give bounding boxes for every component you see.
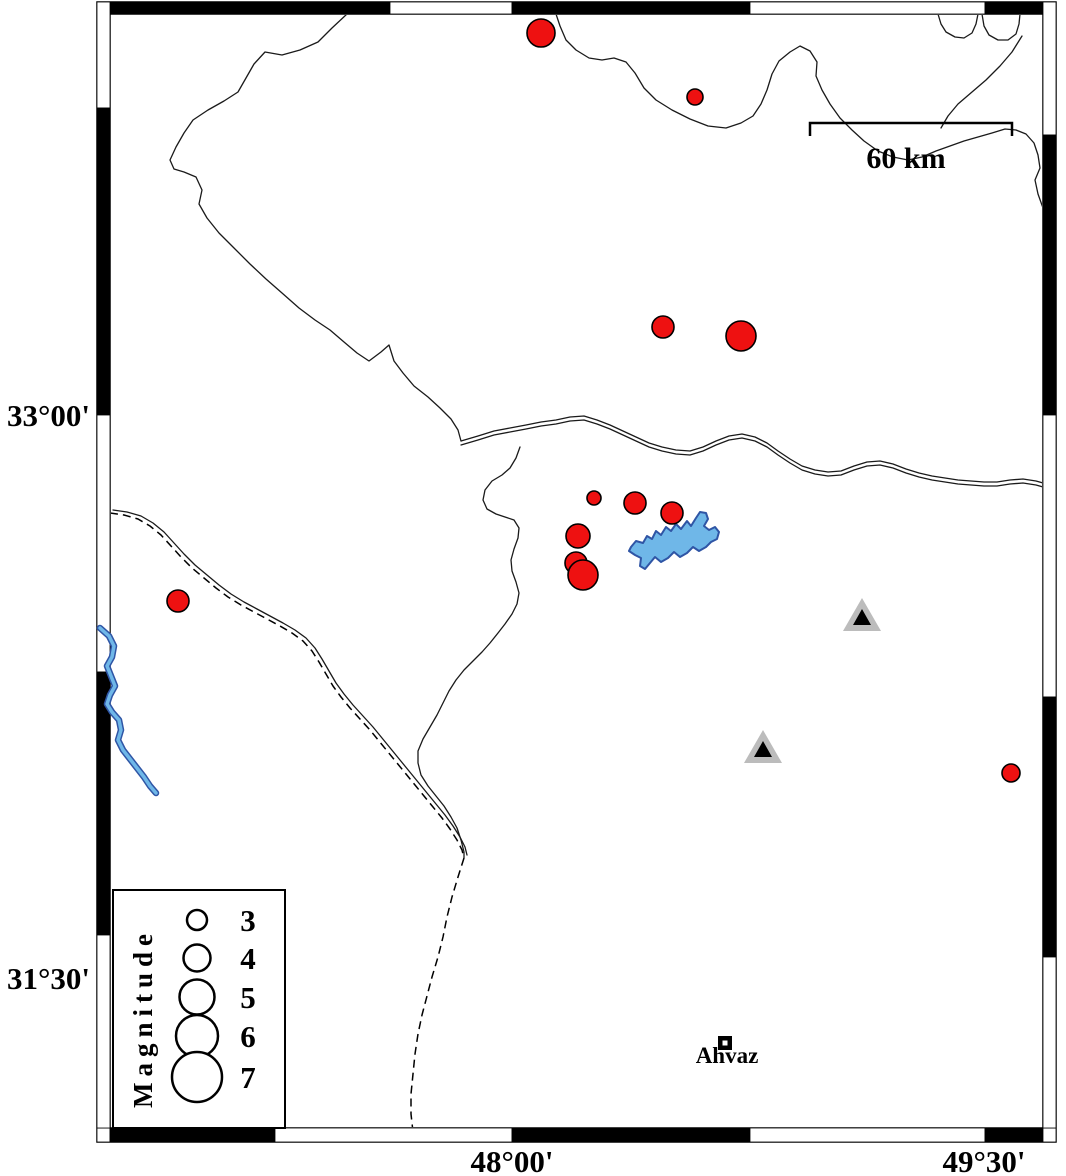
legend-circle xyxy=(182,943,212,973)
earthquake-marker xyxy=(651,315,675,339)
earthquake-marker xyxy=(623,491,647,515)
frame-segment xyxy=(96,934,111,1129)
legend-title: Magnitude xyxy=(128,928,158,1108)
frame-segment xyxy=(96,107,111,416)
earthquake-marker xyxy=(565,523,591,549)
legend-magnitude-value: 3 xyxy=(240,903,256,938)
frame-segment xyxy=(1042,696,1057,958)
latitude-label: 31°30' xyxy=(7,961,90,996)
border-parallel-line xyxy=(112,509,468,856)
boundary-topright-diagonal xyxy=(940,35,1023,129)
province-boundary-central-double xyxy=(460,419,1042,488)
reservoir-lake xyxy=(628,511,720,570)
frame-segment xyxy=(1042,956,1057,1129)
frame-segment xyxy=(1042,1127,1057,1143)
earthquake-marker xyxy=(166,589,190,613)
latitude-label: 33°00' xyxy=(7,398,90,433)
legend-magnitude-value: 5 xyxy=(240,980,256,1015)
frame-segment xyxy=(96,1127,111,1143)
legend-circle xyxy=(178,978,216,1016)
frame-segment xyxy=(96,1,111,109)
map-frame xyxy=(96,1,1057,1143)
longitude-label: 48°00' xyxy=(470,1144,553,1176)
frame-segment xyxy=(1042,1,1057,136)
frame-segment xyxy=(1042,414,1057,698)
frame-segment xyxy=(274,1127,513,1143)
province-boundary-north xyxy=(555,15,1042,208)
legend-magnitude-value: 4 xyxy=(240,941,256,976)
earthquake-marker xyxy=(725,320,757,352)
legend-magnitude-value: 7 xyxy=(240,1060,256,1095)
earthquake-marker xyxy=(660,501,684,525)
hydrography xyxy=(96,511,720,797)
legend-magnitude-value: 6 xyxy=(240,1019,256,1054)
legend-circle xyxy=(174,1013,220,1059)
frame-segment xyxy=(511,1127,751,1143)
boundary-arc-topright-2 xyxy=(981,15,1021,41)
frame-segment xyxy=(109,1,391,15)
earthquake-marker xyxy=(1001,763,1021,783)
earthquake-marker xyxy=(526,18,556,48)
river xyxy=(98,626,158,795)
province-boundary-west-branch xyxy=(417,446,521,859)
frame-segment xyxy=(109,1127,276,1143)
frame-segment xyxy=(749,1127,986,1143)
station-triangle-inner xyxy=(754,741,772,757)
earthquake-layer xyxy=(166,18,1021,783)
legend-items: 34 5 6 7 xyxy=(170,903,256,1104)
province-boundary-central xyxy=(460,415,1042,484)
earthquake-marker xyxy=(586,490,602,506)
station-layer xyxy=(744,598,881,763)
scale-bar-bracket xyxy=(808,121,1014,136)
boundary-lines xyxy=(111,15,1042,1127)
frame-segment xyxy=(1042,134,1057,416)
province-boundary-northwest xyxy=(169,15,462,442)
frame-segment xyxy=(389,1,513,15)
earthquake-marker xyxy=(686,88,704,106)
longitude-label: 49°30' xyxy=(942,1144,1025,1176)
scale-bar: 60 km xyxy=(808,121,1014,175)
graticule-labels: 33°00' 31°30' 48°00' 49°30' xyxy=(7,398,1026,1176)
international-border-dashed xyxy=(111,512,465,859)
scale-bar-label: 60 km xyxy=(866,142,945,175)
frame-segment xyxy=(749,1,986,15)
legend-circle xyxy=(185,908,209,932)
international-border-dashed-south xyxy=(410,857,465,1127)
boundary-arc-topright-1 xyxy=(937,15,979,39)
station-triangle-inner xyxy=(853,609,871,625)
city-marker-center xyxy=(722,1040,728,1046)
earthquake-marker xyxy=(567,559,599,591)
city-layer: Ahvaz xyxy=(696,1036,758,1068)
magnitude-legend: Magnitude 34 5 6 7 xyxy=(112,889,286,1129)
frame-segment xyxy=(984,1127,1044,1143)
frame-segment xyxy=(511,1,751,15)
legend-circle xyxy=(170,1050,224,1104)
